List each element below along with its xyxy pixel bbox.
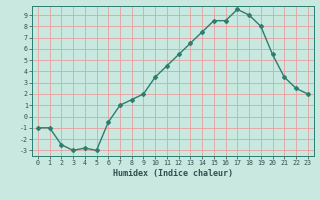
X-axis label: Humidex (Indice chaleur): Humidex (Indice chaleur) <box>113 169 233 178</box>
